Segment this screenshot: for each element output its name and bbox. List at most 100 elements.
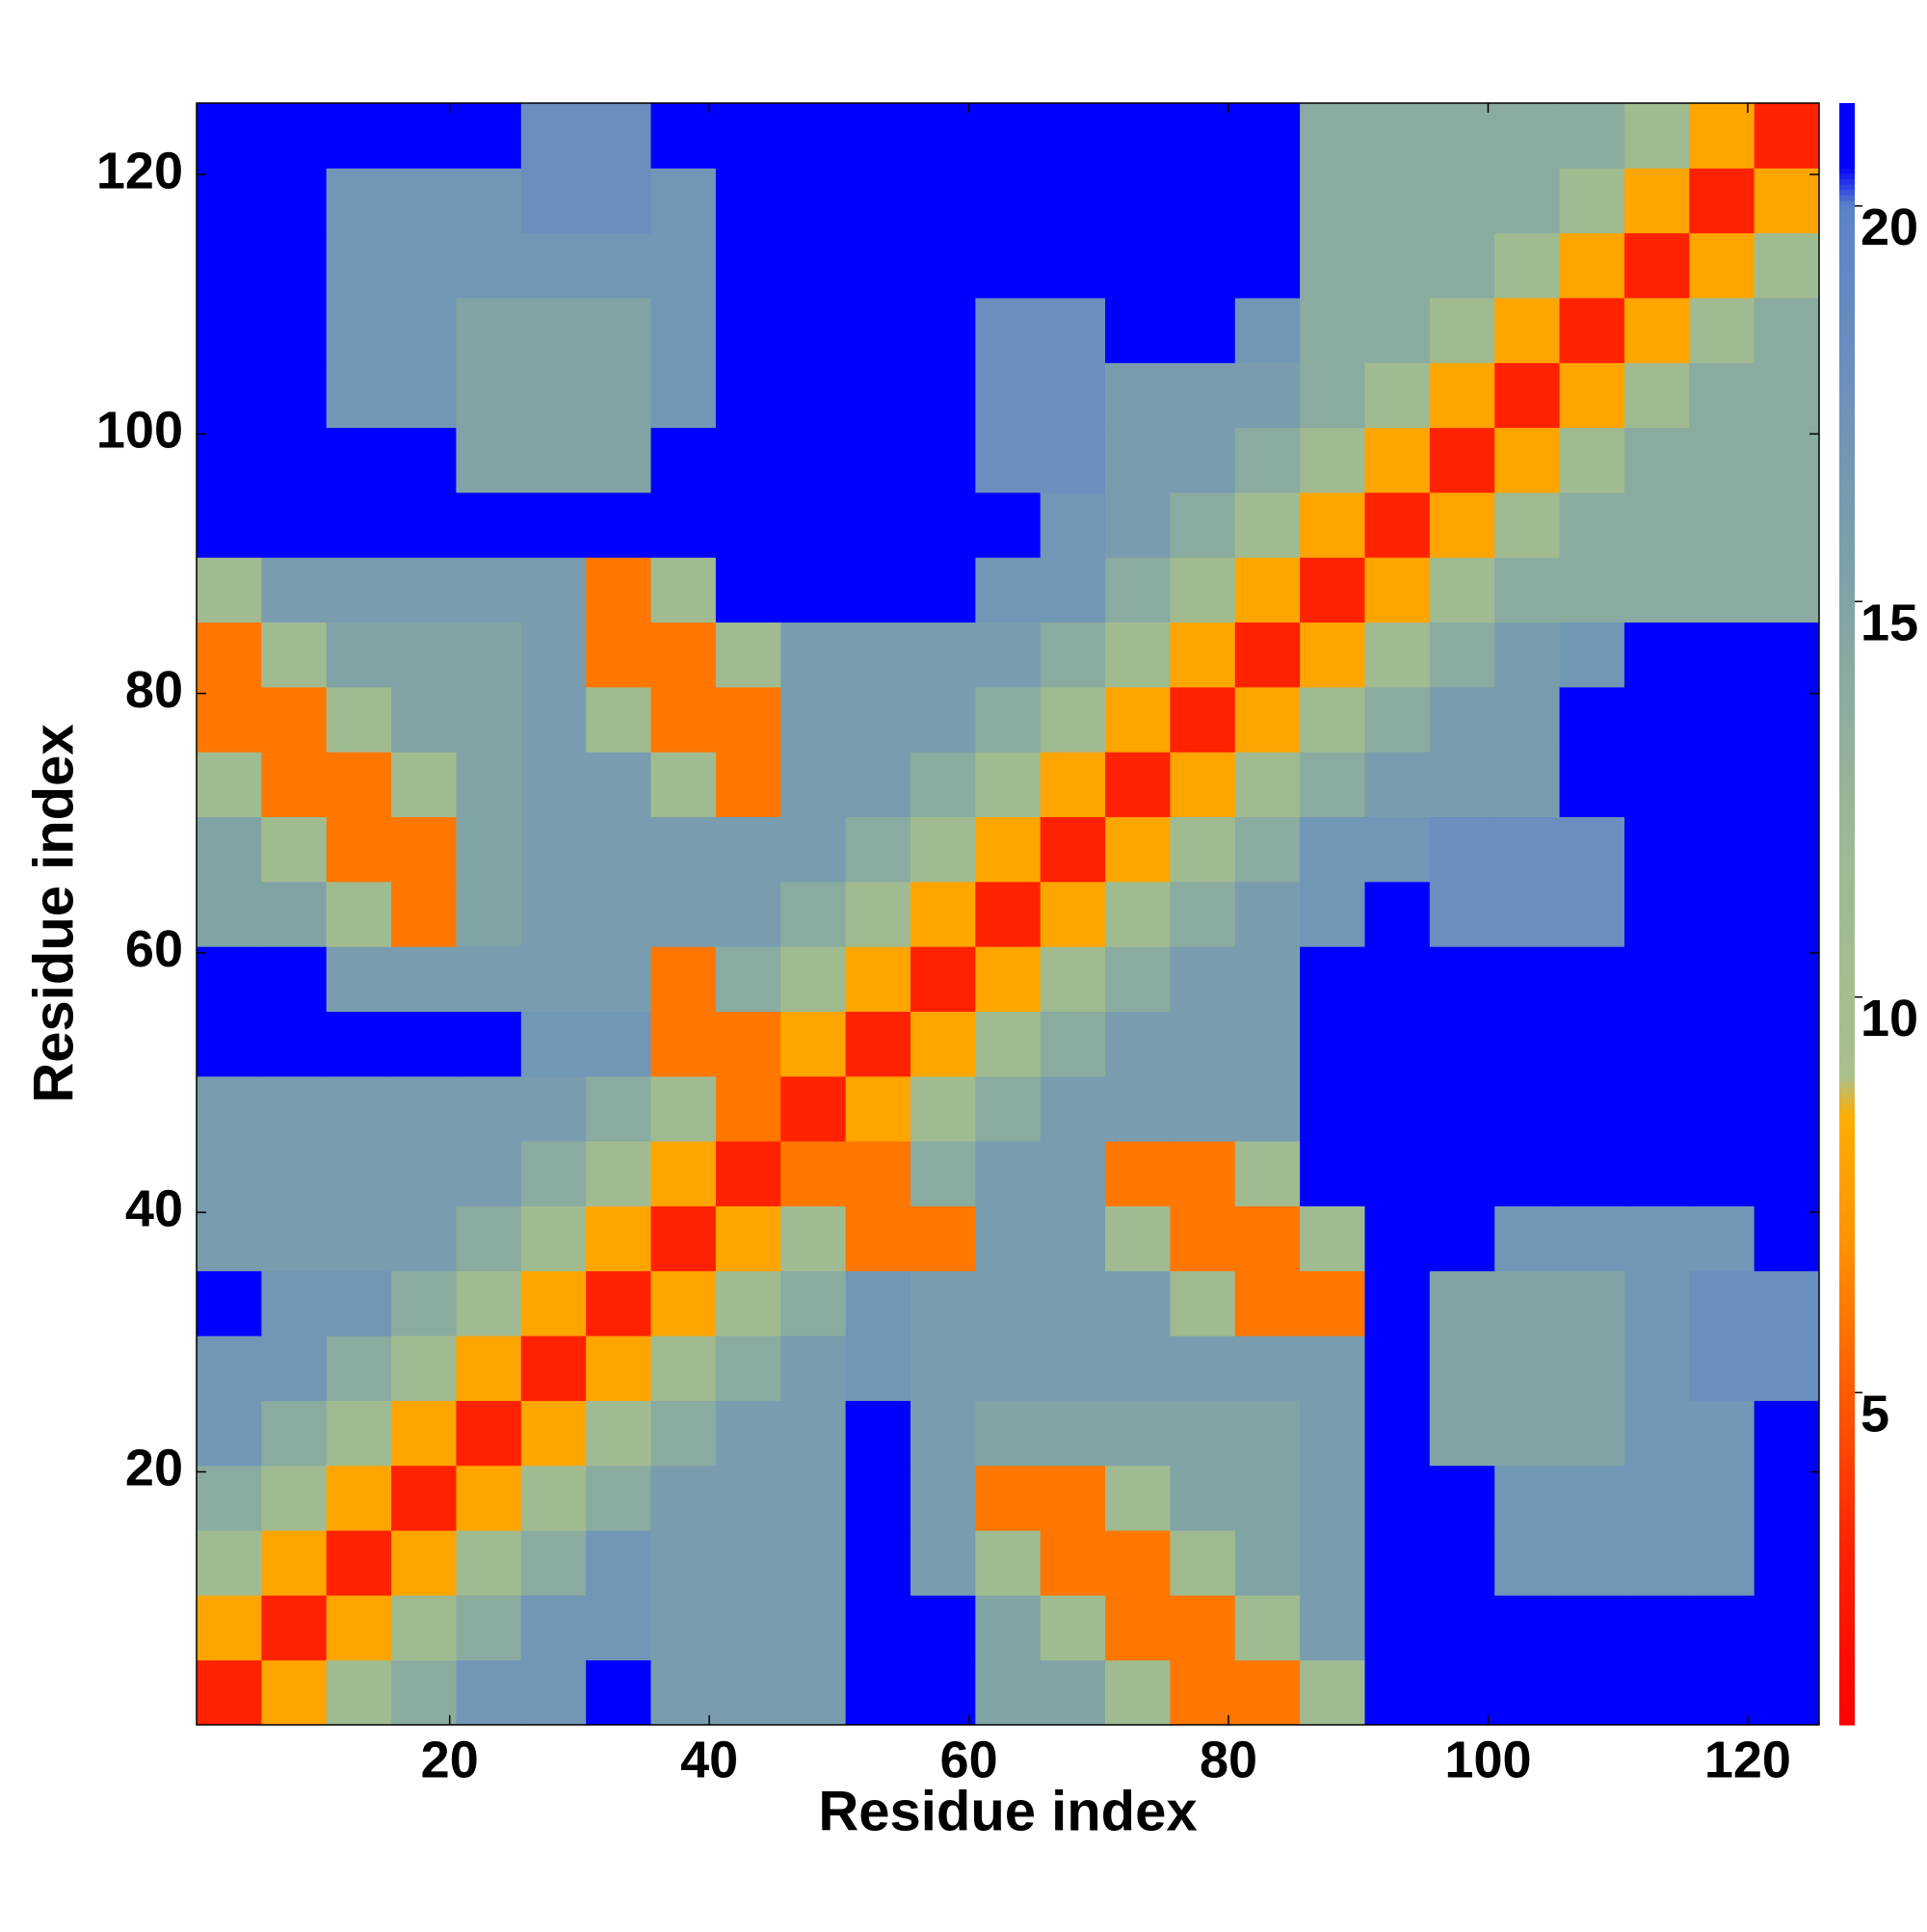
heatmap-cell [1623, 1400, 1690, 1467]
heatmap-cell [1623, 752, 1690, 818]
heatmap-cell [197, 1465, 262, 1531]
colorbar-step [1839, 1297, 1855, 1305]
heatmap-cell [845, 557, 911, 623]
colorbar-step [1839, 1541, 1855, 1548]
heatmap-cell [715, 557, 781, 623]
colorbar-step [1839, 551, 1855, 558]
colorbar-step [1839, 1400, 1855, 1407]
heatmap-cell [715, 491, 781, 558]
heatmap-cell [1754, 1465, 1820, 1531]
heatmap-cell [1105, 362, 1171, 429]
heatmap-cell [1754, 622, 1820, 688]
heatmap-cell [975, 1659, 1042, 1726]
colorbar-step [1839, 1092, 1855, 1098]
heatmap-cell [845, 103, 911, 169]
colorbar-step [1839, 1021, 1855, 1028]
colorbar-step [1839, 973, 1855, 980]
colorbar-step [1839, 903, 1855, 910]
colorbar-step [1839, 1605, 1855, 1612]
colorbar-step [1839, 1178, 1855, 1185]
colorbar-step [1839, 1676, 1855, 1682]
heatmap-cell [1364, 1400, 1431, 1467]
heatmap-cell [1170, 816, 1236, 883]
heatmap-cell [975, 557, 1042, 623]
colorbar-step [1839, 1005, 1855, 1013]
colorbar-step [1839, 1670, 1855, 1678]
heatmap-cell [197, 1075, 262, 1142]
heatmap-cell [586, 1011, 652, 1077]
heatmap-cell [586, 1465, 652, 1531]
colorbar-step [1839, 627, 1855, 634]
colorbar-step [1839, 103, 1855, 110]
colorbar-step [1839, 860, 1855, 866]
colorbar-step [1839, 708, 1855, 715]
heatmap-cell [586, 946, 652, 1012]
heatmap-cell [456, 1659, 522, 1726]
heatmap-cell [1234, 1205, 1301, 1272]
heatmap-cell [910, 362, 976, 429]
heatmap-cell [586, 1141, 652, 1206]
heatmap-cell [715, 168, 781, 234]
heatmap-cell [910, 103, 976, 169]
heatmap-cell [650, 1075, 717, 1142]
heatmap-cell [520, 1465, 587, 1531]
colorbar-step [1839, 157, 1855, 164]
colorbar-step [1839, 665, 1855, 672]
heatmap-cell [1689, 1205, 1755, 1272]
colorbar-step [1839, 238, 1855, 245]
heatmap-cell [845, 1336, 911, 1401]
heatmap-cell [1429, 1400, 1495, 1467]
heatmap-cell [197, 622, 262, 688]
heatmap-cell [326, 1659, 392, 1726]
colorbar-step [1839, 686, 1855, 694]
heatmap-cell [1234, 1336, 1301, 1401]
heatmap-cell [261, 816, 328, 883]
colorbar-step [1839, 249, 1855, 255]
heatmap-cell [586, 1075, 652, 1142]
colorbar-step [1839, 990, 1855, 996]
heatmap-cell [1040, 1400, 1106, 1467]
heatmap-cell [1754, 752, 1820, 818]
heatmap-cell [326, 1205, 392, 1272]
heatmap-cell [910, 1141, 976, 1206]
heatmap-cell [1494, 362, 1561, 429]
heatmap-cell [456, 1400, 522, 1467]
heatmap-cell [1754, 1659, 1820, 1726]
heatmap-cell [1494, 816, 1561, 883]
heatmap-cell [520, 491, 587, 558]
heatmap-cell [1300, 168, 1365, 234]
colorbar-step [1839, 373, 1855, 380]
heatmap-cell [391, 946, 457, 1012]
heatmap-cell [845, 622, 911, 688]
heatmap-cell [391, 232, 457, 299]
heatmap-cell [1689, 1011, 1755, 1077]
heatmap-cell [1170, 686, 1236, 753]
heatmap-cell [845, 946, 911, 1012]
heatmap-cell [1623, 491, 1690, 558]
colorbar-step [1839, 1017, 1855, 1023]
heatmap-cell [586, 752, 652, 818]
heatmap-cell [1623, 103, 1690, 169]
heatmap-cell [1494, 1400, 1561, 1467]
colorbar-step [1839, 227, 1855, 234]
heatmap-cell [780, 1336, 847, 1401]
heatmap-cell [1429, 168, 1495, 234]
heatmap-cell [845, 1465, 911, 1531]
heatmap-cell [1234, 881, 1301, 947]
heatmap-cell [391, 1270, 457, 1337]
heatmap-cell [1689, 1659, 1755, 1726]
colorbar-step [1839, 1573, 1855, 1580]
heatmap-cell [197, 1400, 262, 1467]
heatmap-cell [650, 1659, 717, 1726]
colorbar-step [1839, 1281, 1855, 1288]
heatmap-cells [197, 103, 1820, 1726]
y-tick-label: 60 [125, 920, 183, 978]
colorbar-step [1839, 773, 1855, 780]
colorbar-step [1839, 303, 1855, 309]
heatmap-cell [1040, 816, 1106, 883]
colorbar-step [1839, 1686, 1855, 1693]
heatmap-cell [1300, 752, 1365, 818]
heatmap-cell [1754, 103, 1820, 169]
heatmap-cell [1623, 622, 1690, 688]
heatmap-cell [1689, 427, 1755, 493]
